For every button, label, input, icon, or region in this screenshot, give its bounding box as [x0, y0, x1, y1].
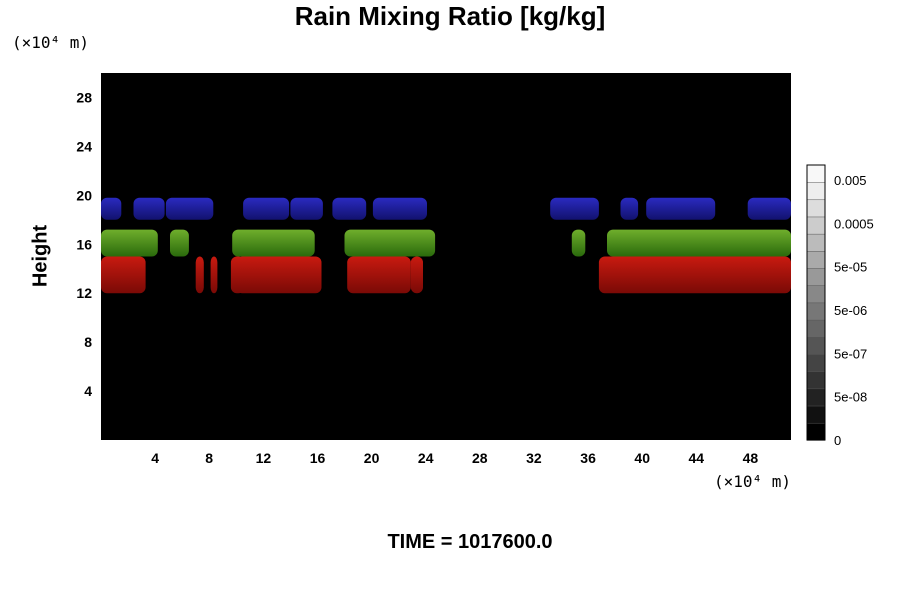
- y-tick-label: 4: [84, 383, 92, 399]
- x-tick-label: 36: [580, 450, 596, 466]
- band-green-segment: [571, 229, 586, 257]
- colorbar-swatch: [806, 422, 826, 441]
- band-blue-segment: [550, 197, 599, 220]
- x-tick-label: 24: [418, 450, 434, 466]
- band-red-segment: [101, 256, 146, 294]
- band-blue-segment: [372, 197, 427, 220]
- band-green-segment: [232, 229, 315, 257]
- band-blue-segment: [646, 197, 716, 220]
- colorbar-swatch: [806, 181, 826, 201]
- band-red-segment: [410, 256, 423, 294]
- colorbar-swatch: [806, 388, 826, 407]
- y-tick-label: 20: [76, 187, 92, 203]
- band-blue-segment: [332, 197, 367, 220]
- band-green-segment: [101, 229, 158, 257]
- y-tick-label: 12: [76, 285, 92, 301]
- band-blue-segment: [290, 197, 323, 220]
- colorbar-swatch: [806, 285, 826, 304]
- colorbar-label: 5e-07: [834, 346, 867, 361]
- x-tick-label: 32: [526, 450, 542, 466]
- colorbar-label: 0: [834, 433, 841, 448]
- y-tick-label: 28: [76, 90, 92, 106]
- x-tick-label: 8: [205, 450, 213, 466]
- colorbar-swatch: [806, 164, 826, 183]
- x-tick-label: 16: [310, 450, 326, 466]
- colorbar-swatch: [806, 405, 826, 424]
- chart-title: Rain Mixing Ratio [kg/kg]: [294, 1, 606, 31]
- colorbar-swatch: [806, 371, 826, 390]
- colorbar-swatch: [806, 250, 826, 269]
- x-tick-label: 4: [151, 450, 159, 466]
- colorbar-label: 5e-08: [834, 390, 867, 405]
- band-blue-segment: [243, 197, 290, 220]
- colorbar-swatch: [806, 199, 826, 218]
- y-tick-label: 24: [76, 138, 92, 154]
- band-red-segment: [236, 256, 322, 294]
- band-blue-segment: [101, 197, 122, 220]
- band-blue-segment: [620, 197, 639, 220]
- x-tick-label: 48: [743, 450, 759, 466]
- x-tick-label: 12: [256, 450, 272, 466]
- colorbar-frame: [806, 164, 826, 441]
- band-green-segment: [170, 229, 189, 257]
- colorbar-swatch: [806, 267, 826, 286]
- band-red-segment: [598, 256, 791, 294]
- band-blue-segment: [747, 197, 791, 220]
- colorbar-swatch: [806, 233, 826, 252]
- colorbar-label: 5e-06: [834, 303, 867, 318]
- x-tick-label: 28: [472, 450, 488, 466]
- band-green-segment: [344, 229, 436, 257]
- colorbar-swatch: [806, 302, 826, 321]
- colorbar-swatch: [806, 319, 826, 338]
- colorbar-swatch: [806, 336, 826, 355]
- time-footer: TIME = 1017600.0: [387, 531, 553, 553]
- colorbar-swatch: [806, 216, 826, 235]
- band-blue-segment: [165, 197, 214, 220]
- band-red-segment: [210, 256, 218, 294]
- y-tick-label: 8: [84, 334, 92, 350]
- y-axis-unit: (×10⁴ m): [12, 33, 90, 52]
- x-axis-unit: (×10⁴ m): [714, 472, 792, 491]
- x-tick-label: 20: [364, 450, 380, 466]
- band-red-segment: [195, 256, 204, 294]
- band-red-segment: [347, 256, 411, 294]
- band-green-segment: [607, 229, 791, 257]
- colorbar-label: 0.0005: [834, 216, 874, 231]
- colorbar-swatch: [806, 353, 826, 372]
- band-blue-segment: [133, 197, 165, 220]
- y-tick-label: 16: [76, 236, 92, 252]
- x-tick-label: 44: [689, 450, 705, 466]
- colorbar-label: 5e-05: [834, 260, 867, 275]
- colorbar-label: 0.005: [834, 173, 867, 188]
- x-tick-label: 40: [634, 450, 650, 466]
